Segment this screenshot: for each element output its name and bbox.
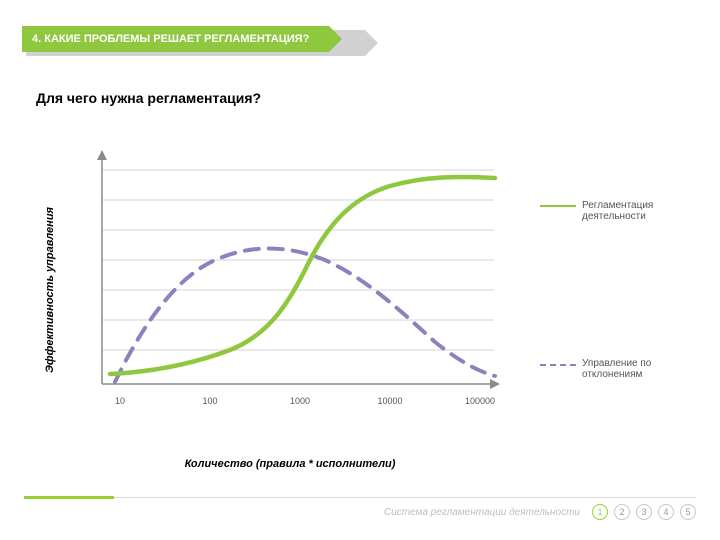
legend-swatch	[540, 205, 576, 207]
pager-step-1[interactable]: 1	[592, 504, 608, 520]
pager: 12345	[592, 504, 696, 520]
x-tick: 10	[115, 396, 125, 406]
footer-title: Система регламентации деятельности	[384, 507, 580, 518]
x-tick: 100000	[465, 396, 495, 406]
section-banner: 4. КАКИЕ ПРОБЛЕМЫ РЕШАЕТ РЕГЛАМЕНТАЦИЯ?	[22, 26, 329, 52]
chart: Эффективность управления Количество (пра…	[60, 150, 520, 430]
y-axis-label: Эффективность управления	[44, 207, 56, 373]
plot-area	[90, 150, 500, 390]
legend-label: Управление по отклонениям	[582, 358, 710, 380]
legend-item: Управление по отклонениям	[540, 358, 710, 380]
x-tick: 1000	[290, 396, 310, 406]
pager-step-4[interactable]: 4	[658, 504, 674, 520]
footer: Система регламентации деятельности 12345	[24, 497, 696, 520]
pager-step-2[interactable]: 2	[614, 504, 630, 520]
x-tick: 100	[202, 396, 217, 406]
legend-swatch	[540, 364, 576, 366]
pager-step-5[interactable]: 5	[680, 504, 696, 520]
x-axis-label: Количество (правила * исполнители)	[185, 458, 396, 470]
subtitle: Для чего нужна регламентация?	[36, 90, 261, 106]
legend-item: Регламентация деятельности	[540, 200, 710, 222]
x-tick: 10000	[377, 396, 402, 406]
chart-svg	[90, 150, 500, 390]
footer-rule	[24, 497, 696, 498]
legend-label: Регламентация деятельности	[582, 200, 710, 222]
pager-step-3[interactable]: 3	[636, 504, 652, 520]
